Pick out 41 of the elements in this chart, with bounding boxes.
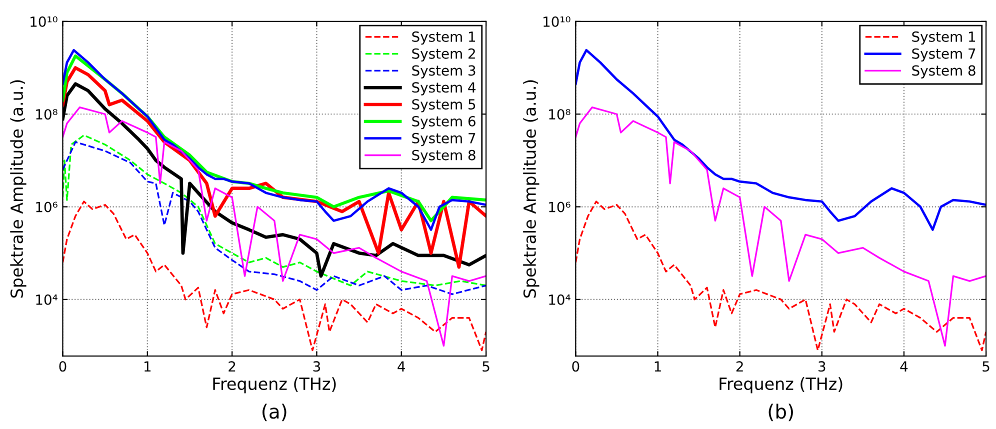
y-tick-label: 10⁸ [36,109,58,120]
y-tick-label: 10⁶ [549,202,570,212]
legend-label: System 6 [412,116,476,130]
y-tick-label: 10⁶ [36,202,58,212]
x-tick-label: 0 [572,361,580,372]
legend-label: System 7 [912,48,976,62]
legend-label: System 7 [412,132,476,146]
line-series [62,200,486,352]
legend-label: System 5 [412,99,476,112]
x-tick-label: 3 [818,361,826,372]
y-tick-label: 10⁸ [549,109,570,120]
x-tick-label: 3 [313,361,320,372]
legend-label: System 1 [412,31,476,45]
text: (a) [262,404,286,422]
y-axis-title: Spektrale Amplitude (a.u.) [10,80,26,298]
y-tick-label: 10¹⁰ [544,16,570,27]
line-series [576,48,986,231]
y-tick-label: 10⁴ [549,294,570,305]
x-tick-label: 4 [398,361,406,372]
line-series [576,106,986,347]
line-series [576,200,986,352]
legend-label: System 4 [412,82,476,96]
legend-label: System 2 [412,48,475,62]
legend-label: System 8 [412,150,476,164]
x-tick-label: 2 [736,361,743,372]
x-tick-label: 5 [982,361,990,372]
x-axis-title: Frequenz (THz) [213,377,336,394]
x-tick-label: 4 [900,361,908,372]
y-tick-label: 10¹⁰ [30,16,58,27]
x-tick-label: 5 [482,361,490,372]
x-tick-label: 1 [654,361,661,372]
x-axis-title: Frequenz (THz) [720,377,842,394]
y-tick-label: 10⁴ [36,294,58,305]
text: (b) [768,404,793,422]
x-tick-label: 0 [59,361,66,372]
y-axis-title: Spektrale Amplitude (a.u.) [523,80,540,298]
x-tick-label: 1 [144,361,151,372]
legend-label: System 1 [912,31,976,45]
legend-label: System 3 [412,65,476,78]
legend-label: System 8 [912,65,976,78]
x-tick-label: 2 [228,361,236,372]
